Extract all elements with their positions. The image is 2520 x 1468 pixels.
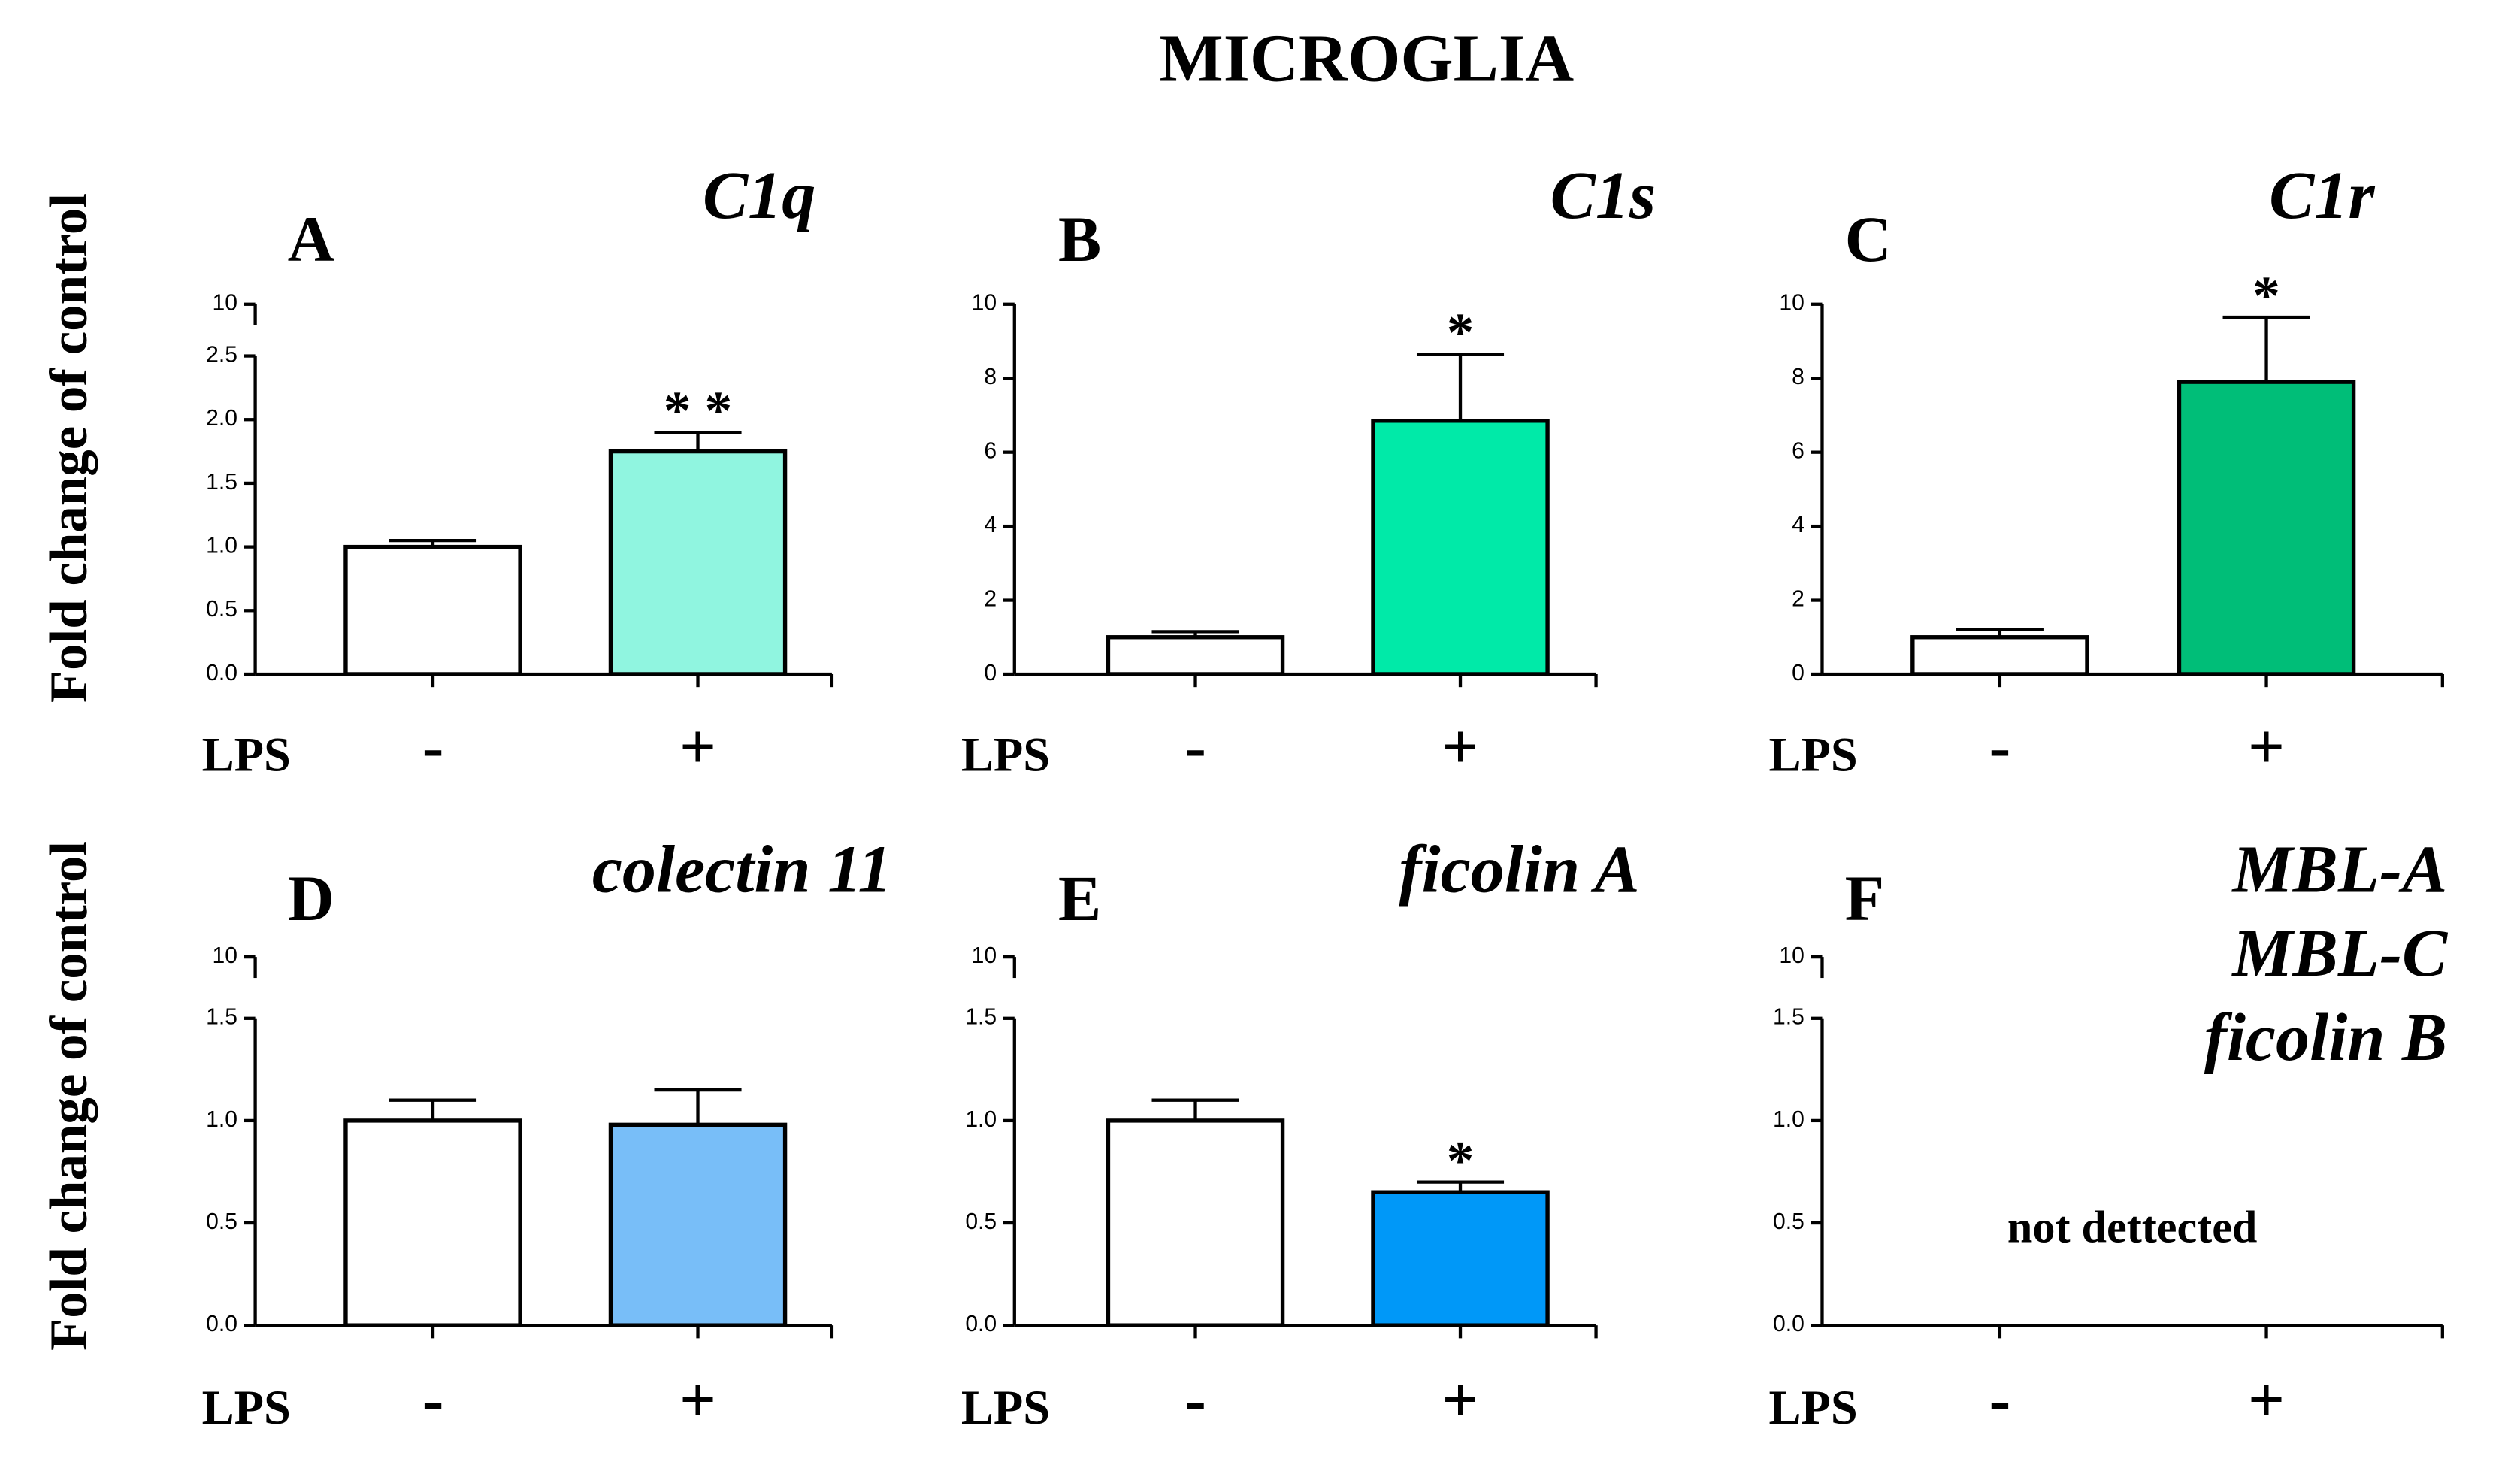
y-tick-label: 1.0 [206,1107,237,1132]
x-tick-label: + [679,1363,716,1435]
x-tick-label: - [1184,710,1206,782]
bar [343,1118,522,1327]
y-tick-label: 10 [972,943,997,968]
panel-title: C1r [2269,158,2375,233]
x-axis-label: LPS [202,1381,291,1434]
x-tick-label: + [1442,710,1479,782]
x-tick-label: + [2248,1363,2285,1435]
y-tick-label: 10 [1779,943,1804,968]
bar [1371,419,1550,676]
x-axis-label: LPS [961,728,1050,782]
y-tick-label: 6 [984,439,997,464]
y-tick-label: 0 [1792,661,1805,686]
panel-title: MBL-A [2231,831,2447,907]
x-tick-label: - [1989,1363,2011,1435]
panel-title: ficolin B [2204,1000,2447,1075]
y-tick-label: 1.0 [965,1107,997,1132]
bar [1106,635,1285,676]
y-tick-label: 2.5 [206,343,237,368]
y-tick-label: 8 [1792,365,1805,389]
y-tick-label: 8 [984,365,997,389]
x-axis-label: LPS [1769,728,1858,782]
y-tick-label: 0.0 [206,661,237,686]
y-tick-label: 1.5 [206,470,237,495]
panel-title: C1q [703,158,815,233]
bar [1371,1190,1550,1327]
y-tick-label: 2 [1792,586,1805,611]
x-tick-label: + [1442,1363,1479,1435]
x-tick-label: - [422,1363,444,1435]
significance-label: * [1447,301,1475,362]
x-tick-label: - [1989,710,2011,782]
y-tick-label: 1.5 [206,1005,237,1030]
annotation: not dettected [2007,1202,2258,1252]
y-tick-label: 0 [984,661,997,686]
y-tick-label: 10 [1779,291,1804,316]
y-axis-label: Fold change of control [40,841,98,1351]
y-tick-label: 4 [984,513,997,537]
y-tick-label: 1.0 [206,534,237,558]
y-tick-label: 2.0 [206,406,237,431]
x-tick-label: + [2248,710,2285,782]
y-tick-label: 0.5 [206,597,237,622]
bar [1106,1118,1285,1327]
bar [1910,635,2089,676]
x-tick-label: - [422,710,444,782]
panel-label: F [1845,862,1885,934]
panel-title: MBL-C [2231,916,2449,991]
panel-label: E [1058,862,1101,934]
y-tick-label: 2 [984,586,997,611]
y-tick-label: 1.0 [1773,1107,1805,1132]
y-tick-label: 10 [212,291,237,316]
bar [608,1122,788,1327]
panel-title: colectin 11 [592,831,892,907]
figure-title: MICROGLIA [1160,20,1575,95]
significance-label: * * [664,380,732,440]
y-tick-label: 6 [1792,439,1805,464]
y-tick-label: 0.5 [206,1209,237,1234]
x-axis-label: LPS [202,728,291,782]
y-tick-label: 4 [1792,513,1805,537]
y-tick-label: 1.5 [1773,1005,1805,1030]
y-tick-label: 0.0 [965,1312,997,1336]
bar [343,544,522,676]
panel-label: B [1058,203,1101,275]
y-tick-label: 0.0 [1773,1312,1805,1336]
x-tick-label: - [1184,1363,1206,1435]
y-tick-label: 0.5 [1773,1209,1805,1234]
y-tick-label: 0.0 [206,1312,237,1336]
x-tick-label: + [679,710,716,782]
x-axis-label: LPS [961,1381,1050,1434]
panel-label: C [1845,203,1892,275]
significance-label: * [2252,265,2280,325]
y-tick-label: 10 [972,291,997,316]
x-axis-label: LPS [1769,1381,1858,1434]
panel-title: ficolin A [1399,831,1639,907]
bar [608,449,788,676]
panel-label: D [288,862,334,934]
y-tick-label: 1.5 [965,1005,997,1030]
y-tick-label: 0.5 [965,1209,997,1234]
y-axis-label: Fold change of control [40,193,98,703]
panel-title: C1s [1550,158,1656,233]
panel-label: A [288,203,334,275]
significance-label: * [1447,1130,1475,1191]
bar [2177,380,2356,676]
y-tick-label: 10 [212,943,237,968]
